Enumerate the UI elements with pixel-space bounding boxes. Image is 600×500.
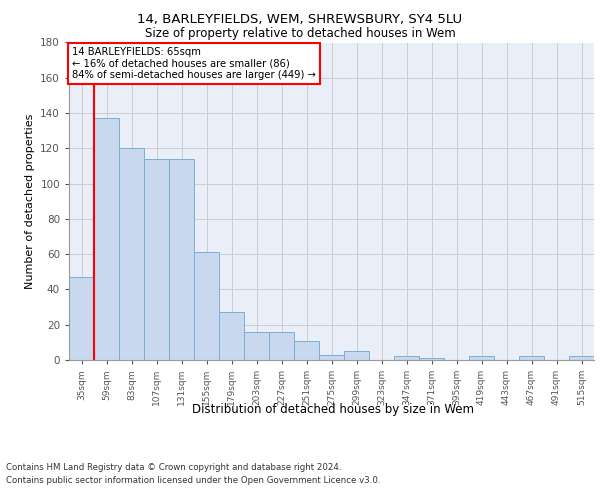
Bar <box>469 356 494 360</box>
Bar <box>394 356 419 360</box>
Bar <box>194 252 219 360</box>
Bar <box>569 356 594 360</box>
Bar <box>169 159 194 360</box>
Text: Size of property relative to detached houses in Wem: Size of property relative to detached ho… <box>145 28 455 40</box>
Bar <box>94 118 119 360</box>
Text: Distribution of detached houses by size in Wem: Distribution of detached houses by size … <box>192 402 474 415</box>
Bar <box>69 277 94 360</box>
Bar <box>119 148 144 360</box>
Bar <box>294 340 319 360</box>
Bar <box>419 358 444 360</box>
Bar <box>219 312 244 360</box>
Text: 14, BARLEYFIELDS, WEM, SHREWSBURY, SY4 5LU: 14, BARLEYFIELDS, WEM, SHREWSBURY, SY4 5… <box>137 12 463 26</box>
Bar <box>269 332 294 360</box>
Bar <box>319 354 344 360</box>
Text: Contains public sector information licensed under the Open Government Licence v3: Contains public sector information licen… <box>6 476 380 485</box>
Y-axis label: Number of detached properties: Number of detached properties <box>25 114 35 289</box>
Bar <box>519 356 544 360</box>
Bar <box>344 351 369 360</box>
Text: 14 BARLEYFIELDS: 65sqm
← 16% of detached houses are smaller (86)
84% of semi-det: 14 BARLEYFIELDS: 65sqm ← 16% of detached… <box>71 48 316 80</box>
Bar <box>144 159 169 360</box>
Bar <box>244 332 269 360</box>
Text: Contains HM Land Registry data © Crown copyright and database right 2024.: Contains HM Land Registry data © Crown c… <box>6 462 341 471</box>
